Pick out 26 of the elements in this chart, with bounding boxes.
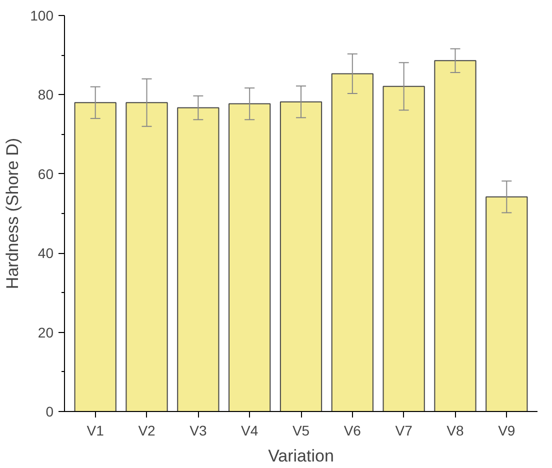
y-tick-label: 40 <box>38 245 54 262</box>
bar <box>434 60 476 412</box>
y-tick-label: 20 <box>38 324 54 340</box>
x-tick-label: V3 <box>190 422 207 438</box>
x-tick-label: V6 <box>344 422 362 438</box>
y-tick-label: 80 <box>38 86 54 103</box>
x-tick-label: V1 <box>86 422 104 438</box>
y-axis-title: Hardness (Shore D) <box>3 138 22 290</box>
x-tick-label: V7 <box>395 422 413 438</box>
bar <box>228 103 271 412</box>
bar <box>177 107 220 412</box>
x-tick-label: V2 <box>138 422 156 438</box>
bar <box>74 102 116 412</box>
bar <box>486 196 528 412</box>
x-tick-label: V8 <box>446 422 464 438</box>
x-axis-title: Variation <box>268 446 334 466</box>
bar <box>382 86 425 412</box>
bar <box>126 102 168 412</box>
x-tick-label: V9 <box>498 422 516 438</box>
bar <box>280 101 322 412</box>
x-tick-label: V5 <box>292 422 310 438</box>
x-tick-label: V4 <box>241 422 258 438</box>
y-tick-label: 60 <box>38 166 54 182</box>
y-tick-label: 100 <box>30 8 54 24</box>
bar <box>331 73 374 412</box>
y-tick-label: 0 <box>46 404 54 420</box>
